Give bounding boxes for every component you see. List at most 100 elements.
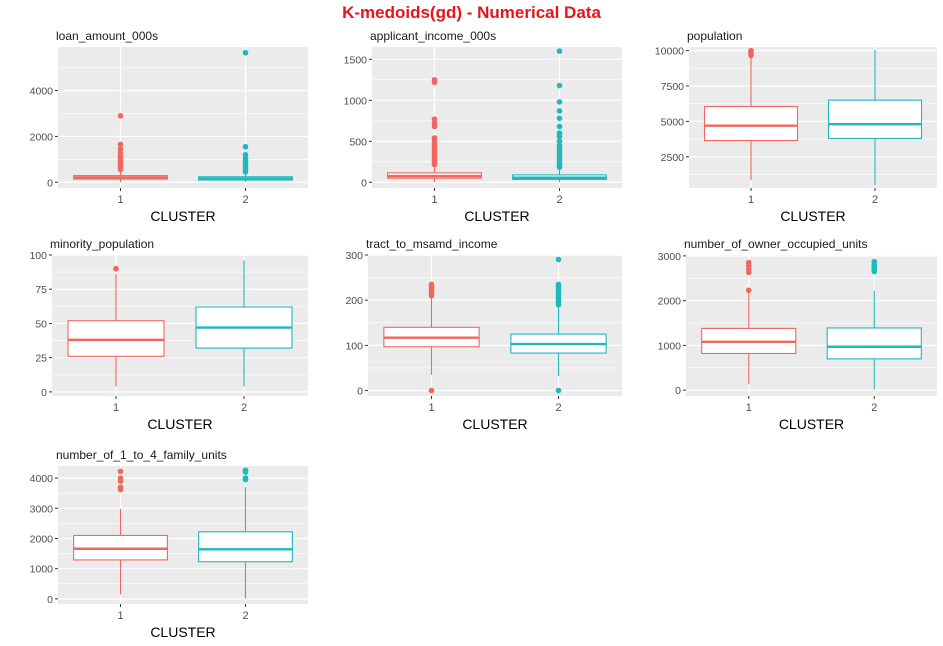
y-tick-label: 100 <box>29 250 47 262</box>
y-tick-label: 3000 <box>658 251 682 263</box>
boxplot-cluster-2 <box>198 467 293 599</box>
outlier-point <box>117 468 124 475</box>
x-axis-label: CLUSTER <box>462 416 527 432</box>
panel-minority_population: minority_population 0 25 50 75 100 1 2 CLUSTER <box>29 237 308 432</box>
outlier-point <box>117 141 124 148</box>
outlier-point <box>431 116 438 122</box>
outlier-point <box>242 467 249 474</box>
y-tick-label: 50 <box>35 318 47 330</box>
y-tick-label: 4000 <box>30 473 54 485</box>
x-tick-label: 1 <box>117 610 123 622</box>
x-axis-label: CLUSTER <box>147 416 212 432</box>
boxplot-cluster-1 <box>701 259 797 385</box>
y-tick-label: 2000 <box>658 296 682 308</box>
y-tick-label: 1000 <box>658 340 682 352</box>
panel-title: number_of_owner_occupied_units <box>684 237 867 251</box>
panel-background <box>686 255 937 396</box>
y-tick-label: 0 <box>361 177 367 189</box>
panel-title: tract_to_msamd_income <box>366 237 498 251</box>
x-tick-label: 2 <box>242 194 248 206</box>
x-tick-label: 1 <box>431 194 437 206</box>
boxplot-cluster-2 <box>512 48 607 183</box>
outlier-point <box>556 138 563 145</box>
y-tick-label: 5000 <box>661 116 685 128</box>
boxplot-cluster-1 <box>73 468 168 595</box>
y-tick-label: 2000 <box>30 131 54 143</box>
panel-tract_to_msamd_income: tract_to_msamd_income 0 100 200 300 1 2 CLUSTER <box>345 237 622 432</box>
outlier-point <box>242 49 249 56</box>
outlier-point <box>555 256 562 263</box>
iqr-box <box>67 320 165 357</box>
y-tick-label: 0 <box>47 594 53 606</box>
x-tick-label: 2 <box>872 194 878 206</box>
outlier-point <box>117 112 124 119</box>
y-tick-label: 0 <box>47 177 53 189</box>
y-tick-label: 0 <box>675 385 681 397</box>
main-title: K-medoids(gd) - Numerical Data <box>342 3 601 22</box>
panel-loan_amount_000s: loan_amount_000s 0 2000 4000 1 2 CLUSTER <box>30 29 308 224</box>
x-tick-label: 2 <box>556 194 562 206</box>
y-tick-label: 1500 <box>344 54 368 66</box>
iqr-box <box>826 327 922 360</box>
outlier-point <box>117 475 124 481</box>
panel-title: loan_amount_000s <box>56 29 158 43</box>
outlier-point <box>431 120 438 127</box>
boxplot-cluster-2 <box>827 49 923 186</box>
outlier-point <box>871 258 878 265</box>
x-axis-label: CLUSTER <box>779 416 844 432</box>
outlier-point <box>428 281 435 288</box>
outlier-point <box>556 123 563 130</box>
y-tick-label: 2500 <box>661 152 685 164</box>
outlier-point <box>556 130 563 136</box>
x-tick-label: 2 <box>871 402 877 414</box>
x-tick-label: 2 <box>555 402 561 414</box>
boxplot-cluster-1 <box>703 47 799 181</box>
boxplot-cluster-1 <box>383 281 480 394</box>
outlier-point <box>555 281 562 288</box>
panel-title: population <box>687 29 742 43</box>
iqr-box <box>827 99 923 139</box>
y-tick-label: 0 <box>41 387 47 399</box>
outlier-point <box>556 48 563 54</box>
y-tick-label: 100 <box>345 340 363 352</box>
x-axis-label: CLUSTER <box>780 208 845 224</box>
y-tick-label: 25 <box>35 353 47 365</box>
panel-applicant_income_000s: applicant_income_000s 0 500 1000 1500 1 2 CLUST… <box>344 29 622 224</box>
panel-title: minority_population <box>50 237 154 251</box>
boxplot-cluster-2 <box>198 49 293 183</box>
outlier-point <box>431 76 438 83</box>
boxplot-cluster-1 <box>67 265 165 387</box>
outlier-point <box>556 99 563 105</box>
outlier-point <box>428 387 435 394</box>
x-tick-label: 1 <box>746 402 752 414</box>
outlier-point <box>117 484 124 490</box>
y-tick-label: 4000 <box>30 86 54 98</box>
outlier-point <box>242 143 249 150</box>
x-tick-label: 1 <box>113 402 119 414</box>
x-tick-label: 1 <box>117 194 123 206</box>
outlier-point <box>745 287 752 294</box>
outlier-point <box>556 82 563 89</box>
panel-title: number_of_1_to_4_family_units <box>56 448 227 462</box>
x-tick-label: 2 <box>242 610 248 622</box>
outlier-point <box>556 108 563 114</box>
iqr-box <box>198 531 293 563</box>
panel-title: applicant_income_000s <box>370 29 496 43</box>
outlier-point <box>117 146 124 152</box>
y-tick-label: 3000 <box>30 503 54 515</box>
outlier-point <box>431 135 438 141</box>
outlier-point <box>555 387 562 394</box>
outlier-point <box>556 142 563 149</box>
panel-background <box>372 47 622 188</box>
iqr-box <box>703 105 799 142</box>
outlier-point <box>745 259 752 266</box>
y-tick-label: 10000 <box>655 46 684 58</box>
y-tick-label: 0 <box>357 386 363 398</box>
y-tick-label: 500 <box>349 136 367 148</box>
y-tick-label: 300 <box>345 250 363 262</box>
outlier-point <box>748 47 754 54</box>
x-axis-label: CLUSTER <box>464 208 529 224</box>
y-tick-label: 1000 <box>344 95 368 107</box>
x-tick-label: 2 <box>241 402 247 414</box>
